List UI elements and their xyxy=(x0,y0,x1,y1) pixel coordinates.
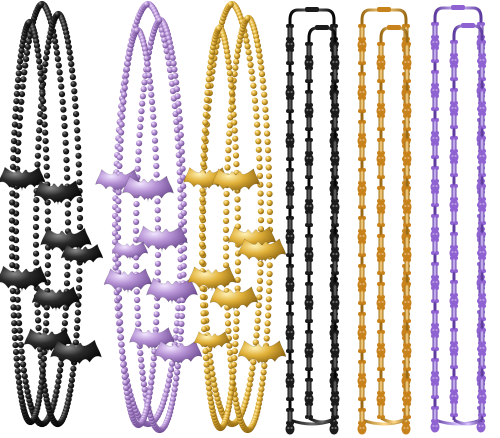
gold-bat-icon xyxy=(209,286,259,312)
violet-skull-bone-strand xyxy=(430,5,486,433)
black-skull-bone-strand-inner xyxy=(304,25,340,424)
black-bat-icon xyxy=(0,265,48,293)
black-bat-icon xyxy=(33,180,83,206)
black-bead-strand xyxy=(12,0,72,428)
gold-bat-icon xyxy=(193,331,231,350)
purple-bead-strand xyxy=(114,26,162,429)
gold-bat-icon xyxy=(187,266,237,292)
gold-bat-icon xyxy=(237,340,287,366)
orange-skull-bone-strand-inner xyxy=(376,25,412,424)
purple-bat-icon xyxy=(103,268,153,294)
violet-skull-bone-strand-inner xyxy=(449,23,487,426)
black-bat-icon xyxy=(31,286,81,312)
purple-bat-icon xyxy=(122,175,174,203)
